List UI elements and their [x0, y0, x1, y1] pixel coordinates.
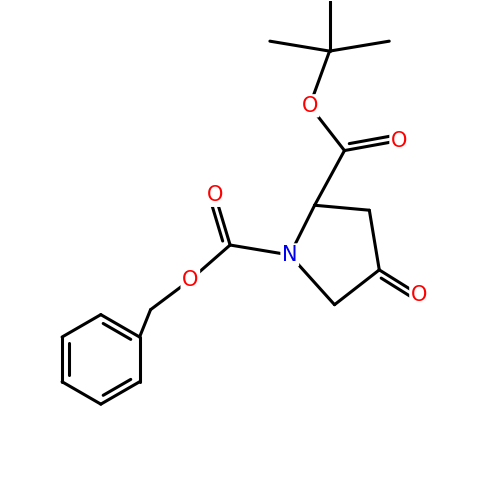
Text: N: N — [282, 245, 298, 265]
Text: O: O — [302, 96, 318, 116]
Text: O: O — [411, 285, 427, 304]
Text: O: O — [391, 130, 407, 150]
Text: O: O — [207, 186, 224, 206]
Text: O: O — [182, 270, 198, 290]
